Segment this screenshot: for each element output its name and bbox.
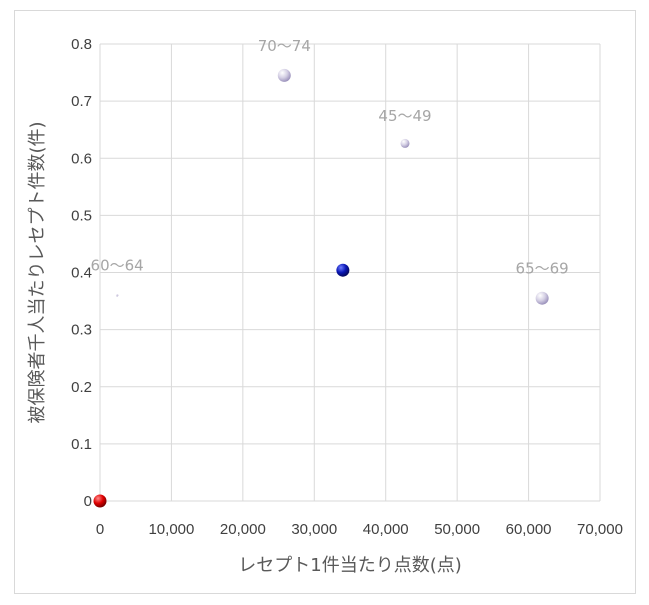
y-tick-label: 0.1 [71, 436, 92, 453]
x-tick-label: 0 [96, 521, 104, 538]
x-axis-title: レセプト1件当たり点数(点) [238, 555, 462, 576]
y-tick-label: 0.6 [71, 150, 92, 167]
y-tick-label: 0.7 [71, 93, 92, 110]
y-axis-title: 被保険者千人当たりレセプト件数(件) [27, 121, 48, 423]
data-labels: 70〜74 45〜49 60〜64 65〜69 [91, 37, 569, 278]
data-points [93, 68, 549, 508]
y-tick-label: 0.2 [71, 379, 92, 396]
x-tick-label: 10,000 [148, 521, 194, 538]
x-tick-label: 30,000 [291, 521, 337, 538]
y-tick-label: 0.5 [71, 207, 92, 224]
data-point [400, 138, 410, 148]
data-point [535, 291, 549, 305]
chart-frame: 0 10,000 20,000 30,000 40,000 50,000 60,000 70,… [14, 10, 636, 594]
tick-labels: 0 10,000 20,000 30,000 40,000 50,000 60,000 70,… [71, 36, 623, 538]
y-tick-label: 0.3 [71, 322, 92, 339]
data-point [277, 68, 291, 82]
gridlines [99, 43, 601, 502]
x-tick-label: 20,000 [220, 521, 266, 538]
data-point [115, 294, 119, 297]
data-label: 65〜69 [516, 260, 569, 278]
data-point [336, 263, 350, 277]
x-tick-label: 40,000 [363, 521, 409, 538]
x-tick-label: 50,000 [434, 521, 480, 538]
data-label: 70〜74 [258, 37, 311, 55]
y-tick-label: 0.4 [71, 265, 92, 282]
y-tick-label: 0.8 [71, 36, 92, 53]
x-tick-label: 70,000 [577, 521, 623, 538]
data-label: 60〜64 [91, 256, 144, 274]
data-label: 45〜49 [378, 107, 431, 125]
x-tick-label: 60,000 [506, 521, 552, 538]
y-tick-label: 0 [84, 493, 92, 510]
data-point [93, 494, 107, 508]
scatter-chart: 0 10,000 20,000 30,000 40,000 50,000 60,000 70,… [27, 36, 623, 576]
